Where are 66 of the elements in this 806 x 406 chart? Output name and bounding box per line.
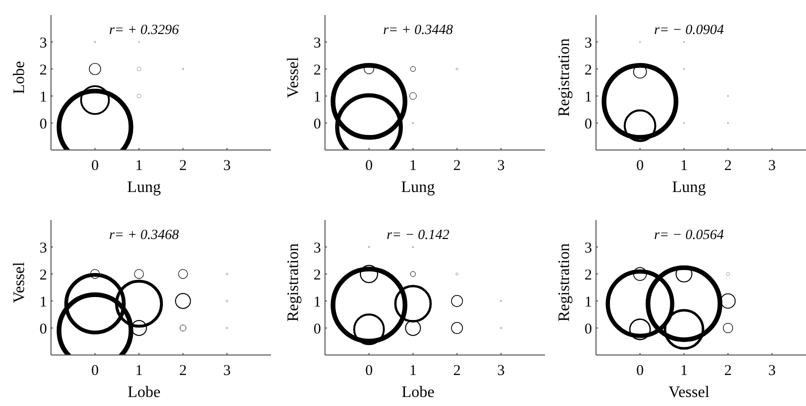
text: r= − 0.0904 <box>654 23 724 38</box>
y-tick-label: 3 <box>314 35 321 52</box>
y-tick-label: 3 <box>40 35 47 52</box>
y-tick-label: 0 <box>40 321 47 338</box>
x-tick-label: 2 <box>453 158 461 174</box>
y-axis-title: Registration <box>556 243 573 322</box>
x-tick-label: 1 <box>680 363 688 379</box>
x-tick-label: 3 <box>768 158 776 174</box>
x-tick-label: 1 <box>135 158 143 174</box>
y-tick-label: 2 <box>584 267 592 284</box>
x-axis-title: Lung <box>672 179 706 196</box>
x-axis-title: Vessel <box>668 384 710 401</box>
text: r= + 0.3296 <box>109 23 179 38</box>
y-tick-label: 1 <box>40 89 47 106</box>
x-tick-label: 3 <box>223 158 231 174</box>
x-tick-label: 3 <box>497 158 505 174</box>
y-tick-label: 0 <box>314 321 321 338</box>
x-axis-title: Lung <box>127 179 161 196</box>
y-tick-label: 0 <box>584 321 592 338</box>
y-axis-title: Vessel <box>285 56 302 98</box>
y-tick-label: 2 <box>314 62 321 78</box>
x-tick-label: 0 <box>636 363 644 379</box>
x-axis-title: Lobe <box>402 384 434 401</box>
y-axis-title: Registration <box>285 243 302 322</box>
x-tick-label: 1 <box>680 158 688 174</box>
x-tick-label: 3 <box>768 363 776 379</box>
x-tick-label: 2 <box>179 158 187 174</box>
x-tick-label: 1 <box>135 363 143 379</box>
y-axis-title: Lobe <box>11 61 28 94</box>
x-tick-label: 2 <box>179 363 187 379</box>
y-tick-label: 1 <box>314 294 321 310</box>
text: r= + 0.3448 <box>383 23 453 38</box>
text: r= − 0.0564 <box>654 228 724 243</box>
x-axis-title: Lung <box>401 179 435 196</box>
y-tick-label: 0 <box>40 116 47 132</box>
x-tick-label: 2 <box>724 363 732 379</box>
text: r= − 0.142 <box>386 228 450 243</box>
x-tick-label: 3 <box>223 363 231 379</box>
y-tick-label: 1 <box>584 89 592 106</box>
x-tick-label: 1 <box>409 158 417 174</box>
y-axis-title: Vessel <box>11 262 28 303</box>
x-tick-label: 0 <box>365 363 373 379</box>
y-tick-label: 1 <box>584 294 592 310</box>
x-tick-label: 0 <box>91 158 99 174</box>
y-tick-label: 3 <box>584 35 592 52</box>
x-tick-label: 2 <box>453 363 461 379</box>
x-tick-label: 3 <box>497 363 505 379</box>
y-tick-label: 2 <box>584 62 592 78</box>
y-tick-label: 3 <box>40 240 47 256</box>
x-tick-label: 2 <box>724 158 732 174</box>
y-tick-label: 3 <box>314 240 321 256</box>
x-axis-title: Lobe <box>128 384 160 401</box>
y-tick-label: 0 <box>314 116 321 132</box>
y-tick-label: 2 <box>40 267 47 284</box>
y-tick-label: 2 <box>314 267 321 284</box>
x-tick-label: 0 <box>636 158 644 174</box>
y-tick-label: 3 <box>584 240 592 256</box>
x-tick-label: 0 <box>365 158 373 174</box>
text: r= + 0.3468 <box>109 228 179 243</box>
y-axis-title: Registration <box>556 38 573 117</box>
y-tick-label: 0 <box>584 116 592 132</box>
y-tick-label: 1 <box>40 294 47 310</box>
x-tick-label: 1 <box>409 363 417 379</box>
y-tick-label: 2 <box>40 62 47 78</box>
x-tick-label: 0 <box>91 363 99 379</box>
y-tick-label: 1 <box>314 89 321 106</box>
